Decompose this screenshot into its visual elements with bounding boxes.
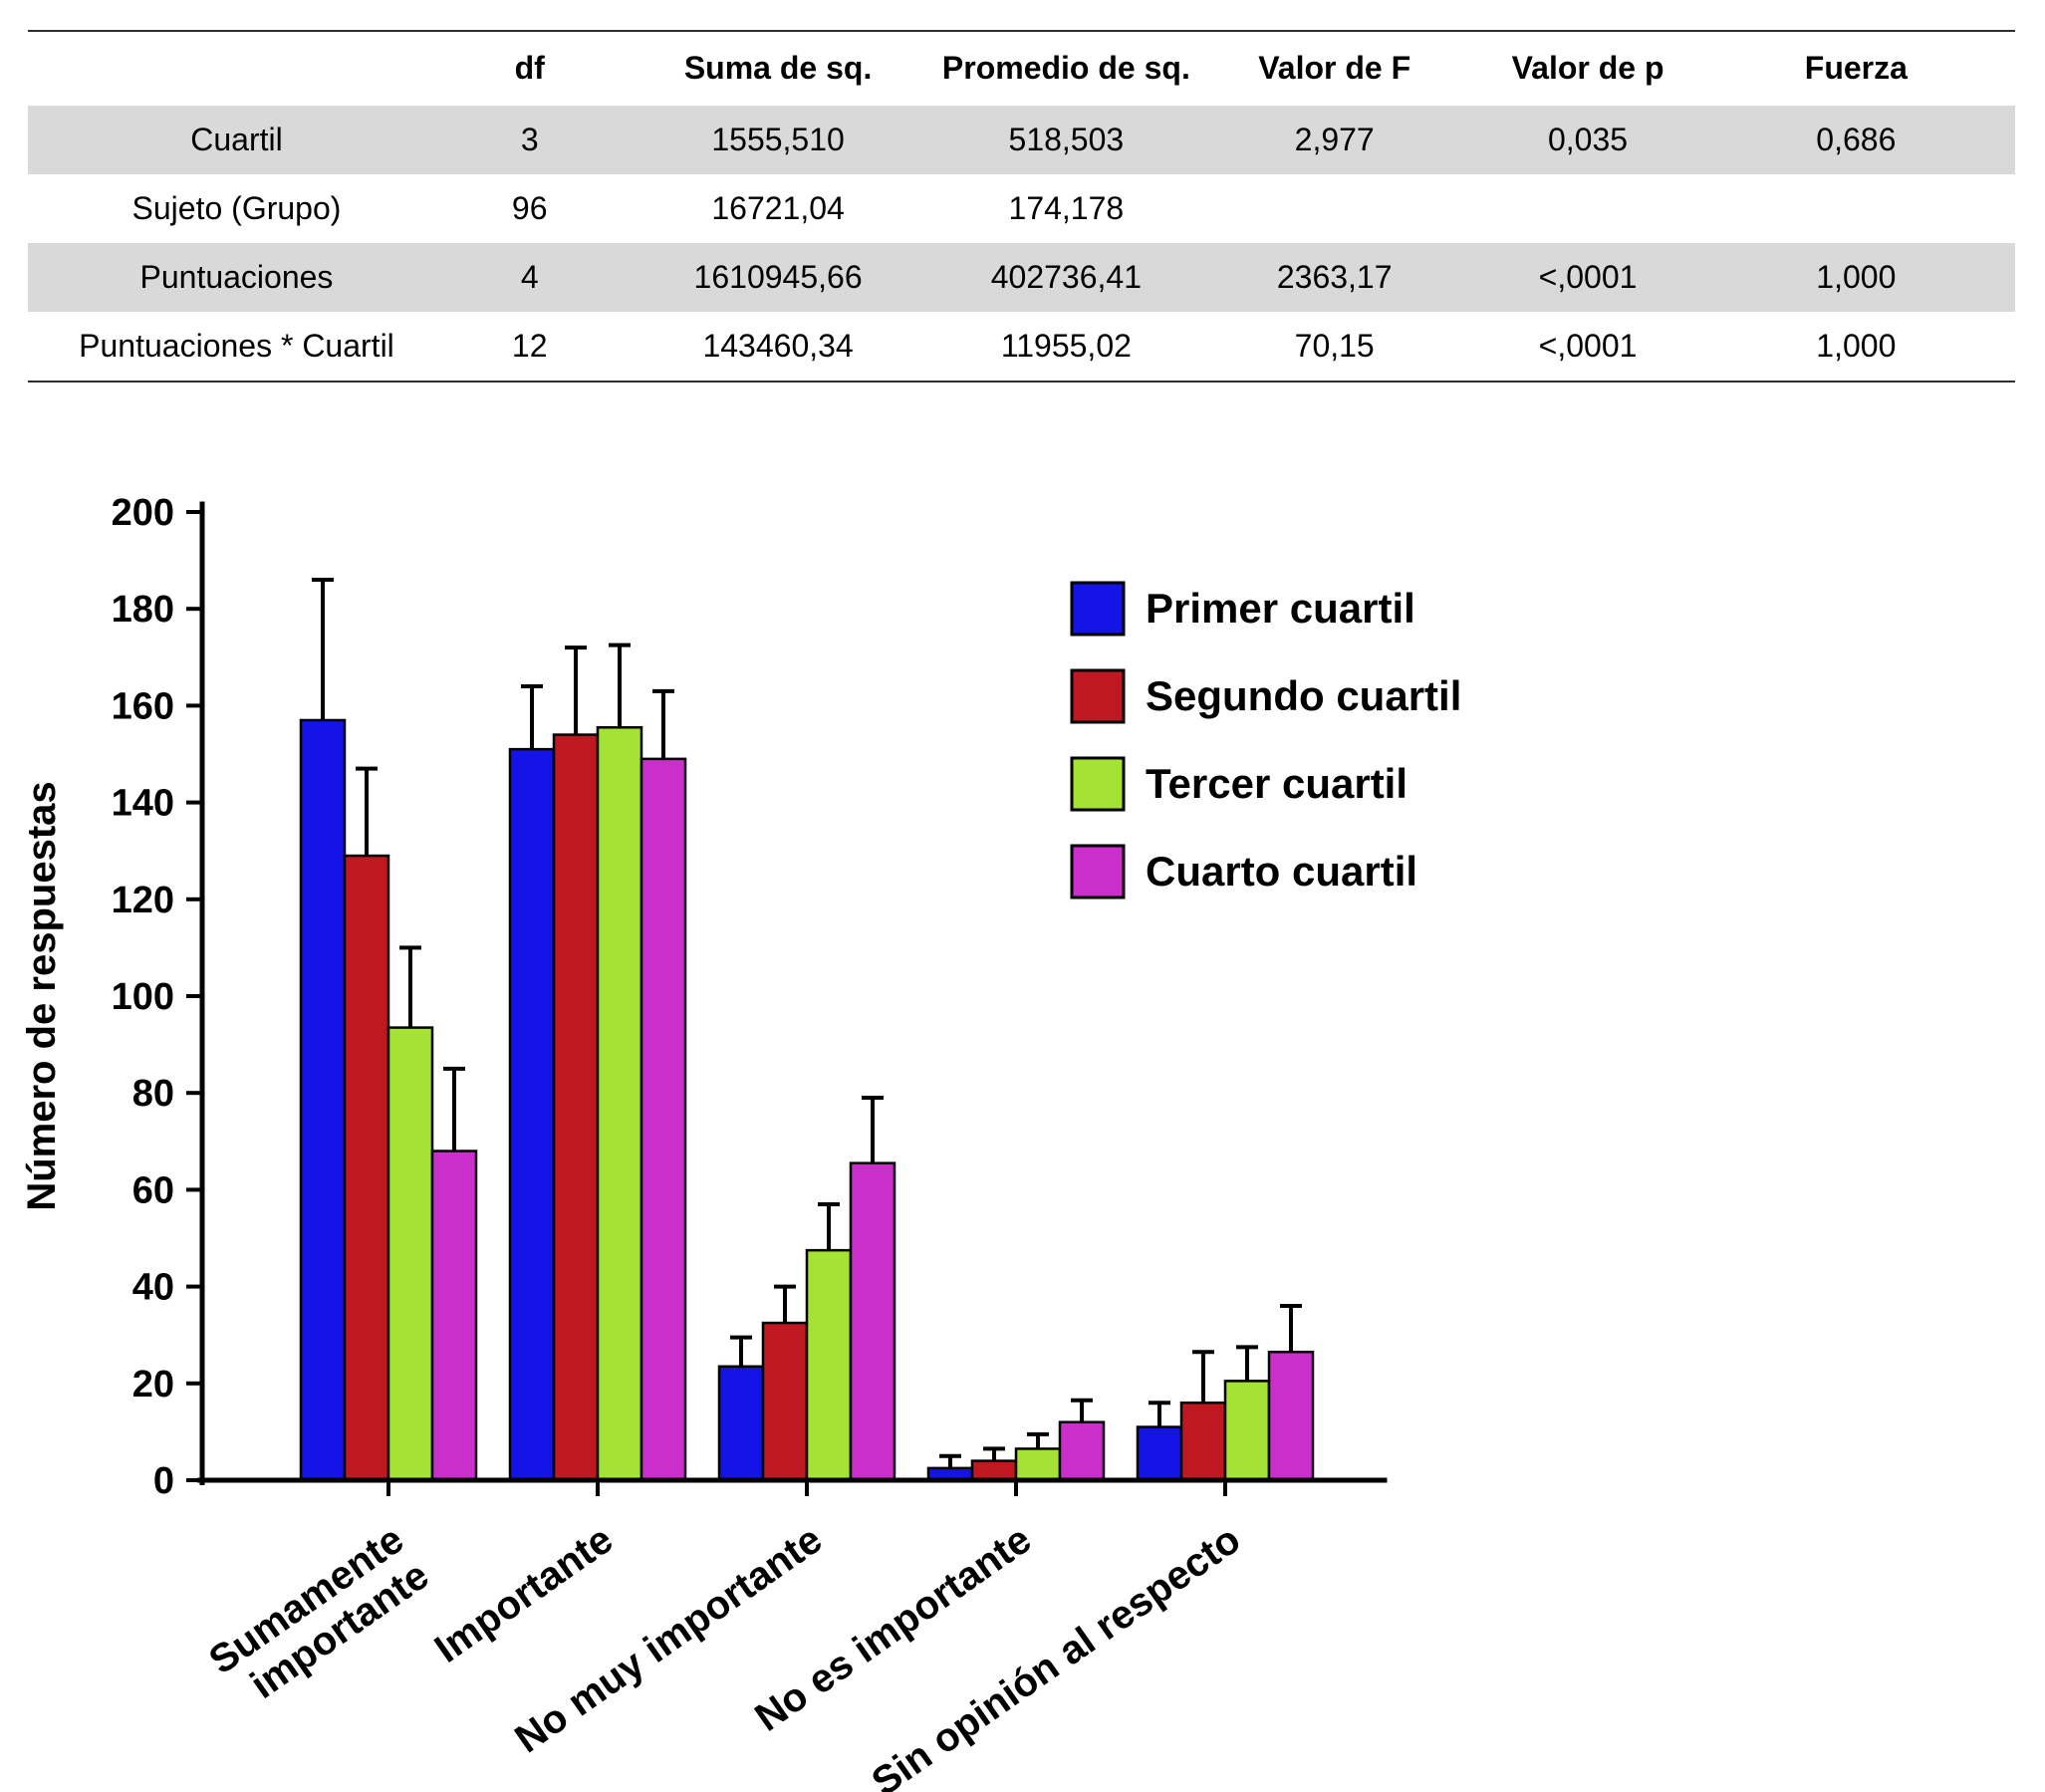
legend-swatch bbox=[1070, 581, 1126, 637]
table-header-cell: Promedio de sq. bbox=[941, 50, 1190, 87]
table-cell: 1,000 bbox=[1816, 258, 1897, 295]
y-tick-label: 140 bbox=[112, 783, 174, 825]
bar bbox=[970, 1459, 1018, 1482]
table-row-label: Puntuaciones bbox=[139, 258, 334, 295]
category-label: Importante bbox=[427, 1517, 622, 1671]
table-cell: <,0001 bbox=[1538, 258, 1638, 295]
table-cell: 143460,34 bbox=[702, 327, 854, 364]
y-tick-label: 80 bbox=[132, 1073, 174, 1115]
bar bbox=[1058, 1420, 1106, 1482]
table-header-cell: Valor de F bbox=[1258, 50, 1411, 87]
table-cell: 518,503 bbox=[1008, 121, 1125, 157]
y-tick-label: 160 bbox=[112, 685, 174, 727]
legend-swatch bbox=[1070, 844, 1126, 899]
y-tick-label: 180 bbox=[112, 589, 174, 631]
table-row: Cuartil 3 1555,510 518,503 2,977 0,035 0,686 bbox=[28, 106, 2015, 174]
bar bbox=[386, 1026, 434, 1482]
legend-swatch bbox=[1070, 756, 1126, 812]
legend-label: Tercer cuartil bbox=[1146, 760, 1407, 807]
y-tick-label: 60 bbox=[132, 1169, 174, 1211]
table-cell: 16721,04 bbox=[711, 189, 845, 226]
bar bbox=[805, 1248, 853, 1482]
table-cell: 2,977 bbox=[1294, 121, 1375, 157]
table-cell: 11955,02 bbox=[1000, 327, 1132, 364]
legend-label: Segundo cuartil bbox=[1146, 672, 1461, 719]
table-row-label: Puntuaciones * Cuartil bbox=[79, 327, 394, 364]
table-row-label: Sujeto (Grupo) bbox=[131, 189, 342, 226]
table-cell: <,0001 bbox=[1538, 327, 1638, 364]
table-cell: 70,15 bbox=[1294, 327, 1375, 364]
bar bbox=[761, 1321, 809, 1482]
table-cell: 12 bbox=[511, 327, 548, 364]
table-cell: 1555,510 bbox=[711, 121, 845, 157]
bar bbox=[1223, 1380, 1271, 1482]
bar bbox=[849, 1161, 896, 1482]
table-row-label: Cuartil bbox=[190, 121, 283, 157]
bar bbox=[430, 1150, 478, 1482]
table-cell: 1,000 bbox=[1816, 327, 1897, 364]
legend-label: Primer cuartil bbox=[1146, 585, 1415, 632]
table-header-cell: df bbox=[514, 50, 545, 87]
table-header-cell: Valor de p bbox=[1511, 50, 1664, 87]
bar bbox=[1136, 1425, 1183, 1482]
table-cell: 0,035 bbox=[1547, 121, 1629, 157]
bar bbox=[552, 733, 600, 1482]
category-label: Sin opinión al respecto bbox=[864, 1517, 1248, 1792]
table-row: Puntuaciones * Cuartil 12 143460,34 11955,0… bbox=[28, 312, 2015, 381]
table-cell: 1610945,66 bbox=[693, 258, 863, 295]
table-cell: 3 bbox=[520, 121, 539, 157]
table-cell: 0,686 bbox=[1816, 121, 1897, 157]
table-cell: 2363,17 bbox=[1276, 258, 1393, 295]
bar bbox=[299, 718, 347, 1482]
bar bbox=[1014, 1447, 1062, 1482]
table-cell: 96 bbox=[511, 189, 548, 226]
table-header-row: df Suma de sq. Promedio de sq. Valor de F Va… bbox=[28, 32, 2015, 106]
anova-table: df Suma de sq. Promedio de sq. Valor de F Va… bbox=[28, 30, 2015, 383]
y-tick-label: 200 bbox=[112, 492, 174, 534]
y-tick-label: 20 bbox=[132, 1364, 174, 1406]
legend-swatch bbox=[1070, 668, 1126, 724]
legend-label: Cuarto cuartil bbox=[1146, 848, 1417, 895]
table-row: Sujeto (Grupo) 96 16721,04 174,178 bbox=[28, 174, 2015, 243]
bar bbox=[508, 747, 556, 1482]
bar bbox=[639, 757, 687, 1482]
table-row: Puntuaciones 4 1610945,66 402736,41 2363,17 <… bbox=[28, 243, 2015, 312]
y-axis-title: Número de respuestas bbox=[20, 781, 64, 1210]
y-tick-label: 100 bbox=[112, 976, 174, 1018]
category-label: Sumamenteimportante bbox=[201, 1517, 436, 1718]
table-header-cell: Suma de sq. bbox=[683, 50, 873, 87]
bar bbox=[343, 854, 390, 1482]
bar bbox=[1179, 1401, 1227, 1482]
y-tick-label: 40 bbox=[132, 1267, 174, 1309]
table-header-cell: Fuerza bbox=[1804, 50, 1908, 87]
y-tick-label: 0 bbox=[153, 1460, 174, 1502]
table-cell: 402736,41 bbox=[990, 258, 1142, 295]
y-tick-label: 120 bbox=[112, 880, 174, 921]
bar bbox=[717, 1365, 765, 1482]
table-cell: 4 bbox=[520, 258, 539, 295]
bar bbox=[1267, 1350, 1315, 1482]
bar bbox=[596, 726, 643, 1482]
table-cell: 174,178 bbox=[1008, 189, 1125, 226]
